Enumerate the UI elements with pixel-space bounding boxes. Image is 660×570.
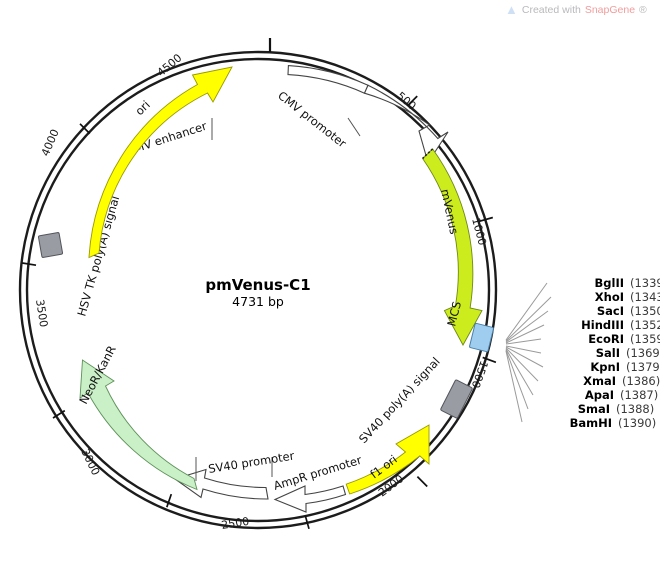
plasmid-backbone	[18, 50, 498, 530]
feature-label: SV40 promoter	[207, 449, 295, 476]
enzyme-position: (1350)	[630, 304, 660, 318]
enzyme-row: HindIII (1352)	[581, 318, 660, 332]
enzyme-position: (1352)	[630, 318, 660, 332]
enzyme-position: (1359)	[630, 332, 660, 346]
feature-hsvtk-polya[interactable]: HSV TK poly(A) signal	[37, 194, 122, 318]
enzyme-row: XmaI (1386)	[583, 374, 660, 388]
enzyme-row: SalI (1369)	[596, 346, 660, 360]
tick-label: 4000	[39, 127, 62, 158]
enzyme-row: XhoI (1343)	[595, 290, 660, 304]
feature-sv40-polya[interactable]: SV40 poly(A) signal	[356, 354, 473, 446]
enzyme-name[interactable]: SalI	[596, 346, 620, 360]
watermark-prefix: Created with	[521, 3, 581, 16]
enzyme-name[interactable]: BamHI	[570, 416, 612, 430]
enzyme-position: (1339)	[630, 276, 660, 290]
enzyme-leader-lines	[505, 282, 552, 423]
enzyme-row: ApaI (1387)	[585, 388, 658, 402]
enzyme-name[interactable]: SacI	[597, 304, 624, 318]
enzyme-position: (1379)	[626, 360, 660, 374]
feature-cmv-promoter[interactable]: CMV promoter	[275, 84, 449, 164]
tick-3500: 3500	[33, 298, 66, 419]
feature-label: MCS	[444, 300, 464, 328]
plasmid-name: pmVenus-C1	[205, 276, 310, 294]
snapgene-watermark: ▲ Created with SnapGene ®	[505, 3, 647, 16]
enzyme-position: (1388)	[616, 402, 654, 416]
enzyme-row: BglII (1339)	[595, 276, 660, 290]
watermark-brand-suffix: ®	[639, 3, 647, 16]
enzyme-list: BglII (1339) XhoI (1343) SacI (1350) Hin…	[570, 276, 660, 430]
enzyme-name[interactable]: ApaI	[585, 388, 614, 402]
feature-mcs[interactable]: MCS	[444, 300, 494, 353]
tick-label: 2500	[220, 515, 250, 532]
enzyme-name[interactable]: HindIII	[581, 318, 624, 332]
tick-2500: 2500	[220, 515, 310, 532]
enzyme-name[interactable]: SmaI	[578, 402, 610, 416]
enzyme-row: KpnI (1379)	[590, 360, 660, 374]
enzyme-name[interactable]: EcoRI	[588, 332, 624, 346]
enzyme-position: (1343)	[630, 290, 660, 304]
enzyme-position: (1390)	[618, 416, 656, 430]
feature-label: ori	[132, 98, 152, 118]
enzyme-name[interactable]: XmaI	[583, 374, 616, 388]
enzyme-name[interactable]: BglII	[595, 276, 625, 290]
tick-label: 3000	[78, 447, 102, 478]
plasmid-size: 4731 bp	[232, 294, 284, 309]
enzyme-row: SacI (1350)	[597, 304, 660, 318]
enzyme-name[interactable]: KpnI	[590, 360, 620, 374]
feature-label: CMV promoter	[275, 88, 349, 150]
enzyme-position: (1369)	[626, 346, 660, 360]
tick-4500: 4500	[79, 51, 184, 135]
watermark-brand-snap: SnapGene	[584, 3, 636, 16]
enzyme-name[interactable]: XhoI	[595, 290, 624, 304]
enzyme-position: (1386)	[622, 374, 660, 388]
snapgene-logo-icon: ▲	[505, 2, 518, 17]
enzyme-row: EcoRI (1359)	[588, 332, 660, 346]
tick-label: 3500	[33, 298, 50, 328]
enzyme-position: (1387)	[620, 388, 658, 402]
enzyme-row: BamHI (1390)	[570, 416, 657, 430]
feature-label: SV40 poly(A) signal	[356, 354, 443, 446]
enzyme-row: SmaI (1388)	[578, 402, 655, 416]
